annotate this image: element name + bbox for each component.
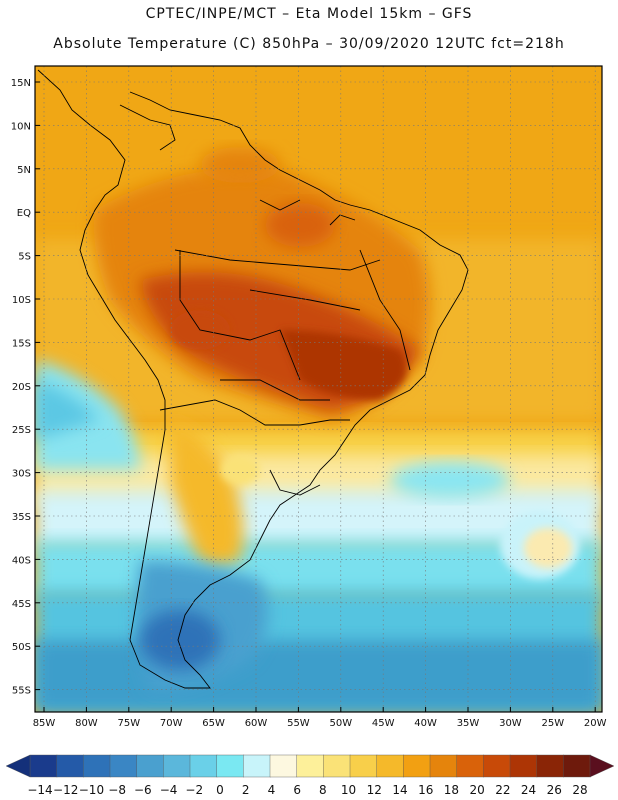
colorbar-label: 26: [547, 783, 562, 797]
lat-label: 35S: [12, 512, 31, 523]
lat-label: EQ: [17, 208, 31, 219]
colorbar-low-arrow: [5, 754, 31, 778]
colorbar-label: 12: [367, 783, 382, 797]
colorbar-label: −6: [134, 783, 152, 797]
lat-label: 15N: [11, 78, 31, 89]
lat-lon-grid: [35, 66, 602, 712]
colorbar-swatch: [536, 754, 565, 778]
lon-label: 65W: [202, 718, 225, 729]
lat-label: 50S: [12, 642, 31, 653]
colorbar-label: 20: [470, 783, 485, 797]
colorbar-swatch: [563, 754, 591, 778]
lon-label: 30W: [499, 718, 522, 729]
colorbar-swatch: [83, 754, 111, 778]
colorbar-swatch: [323, 754, 351, 778]
lon-label: 20W: [584, 718, 607, 729]
colorbar-label: 28: [572, 783, 587, 797]
colorbar-label: 16: [418, 783, 433, 797]
colorbar-label: −12: [53, 783, 78, 797]
lon-label: 25W: [541, 718, 564, 729]
lat-label: 5S: [18, 252, 31, 263]
colorbar-swatch: [429, 754, 458, 778]
lat-label: 25S: [12, 425, 31, 436]
colorbar-high-arrow: [589, 754, 615, 778]
lon-label: 50W: [329, 718, 352, 729]
colorbar-swatch: [403, 754, 431, 778]
lat-label: 5N: [17, 165, 31, 176]
colorbar-swatch: [376, 754, 405, 778]
temperature-field: [35, 66, 602, 712]
colorbar-label: 2: [242, 783, 250, 797]
colorbar-label: 22: [495, 783, 510, 797]
colorbar-label: 6: [293, 783, 301, 797]
colorbar-swatch: [163, 754, 191, 778]
colorbar-swatch: [509, 754, 538, 778]
colorbar-swatch: [136, 754, 165, 778]
colorbar: [5, 754, 615, 778]
colorbar-label: −10: [79, 783, 104, 797]
lon-label: 60W: [245, 718, 268, 729]
lat-label: 30S: [12, 469, 31, 480]
colorbar-label: 14: [392, 783, 407, 797]
lat-label: 10N: [11, 121, 31, 132]
chart-title: CPTEC/INPE/MCT – Eta Model 15km – GFS: [145, 6, 473, 22]
lat-label: 55S: [12, 686, 31, 697]
coastlines: [37, 69, 469, 689]
colorbar-label: −2: [185, 783, 203, 797]
lon-label: 80W: [75, 718, 98, 729]
lat-label: 45S: [12, 599, 31, 610]
colorbar-label: 0: [216, 783, 224, 797]
colorbar-swatch: [29, 754, 58, 778]
colorbar-label: −4: [160, 783, 178, 797]
chart-subtitle: Absolute Temperature (C) 850hPa – 30/09/…: [53, 36, 565, 52]
lon-label: 70W: [160, 718, 183, 729]
colorbar-labels: −14 −12 −10 −8 −6 −4 −2 0 2 4 6 8 10 12 14 16 18 20 22 24 26…: [27, 783, 587, 797]
lat-label: 15S: [12, 338, 31, 349]
colorbar-swatch: [56, 754, 85, 778]
colorbar-label: 10: [341, 783, 356, 797]
lon-label: 45W: [372, 718, 395, 729]
lat-label: 40S: [12, 555, 31, 566]
colorbar-swatch: [349, 754, 378, 778]
colorbar-label: 24: [521, 783, 536, 797]
colorbar-label: 18: [444, 783, 459, 797]
latitude-labels: 15N 10N 5N EQ 5S 10S 15S 20S 25S 30S 35S 40S 45S 50S 5…: [11, 78, 31, 697]
colorbar-label: 8: [319, 783, 327, 797]
colorbar-swatch: [216, 754, 245, 778]
colorbar-swatch: [269, 754, 298, 778]
colorbar-swatch: [189, 754, 218, 778]
longitude-labels: 85W 80W 75W 70W 65W 60W 55W 50W 45W 40W 35W 30W 25W 2…: [33, 718, 607, 729]
colorbar-swatch: [296, 754, 325, 778]
lon-label: 40W: [414, 718, 437, 729]
lat-label: 20S: [12, 382, 31, 393]
colorbar-label: 4: [268, 783, 276, 797]
colorbar-swatch: [456, 754, 485, 778]
lon-label: 75W: [117, 718, 140, 729]
colorbar-label: −8: [108, 783, 126, 797]
lon-label: 55W: [287, 718, 310, 729]
lon-label: 35W: [457, 718, 480, 729]
map-frame: [34, 65, 603, 713]
colorbar-swatch: [109, 754, 138, 778]
lon-label: 85W: [33, 718, 56, 729]
colorbar-swatch: [243, 754, 271, 778]
lat-label: 10S: [12, 295, 31, 306]
colorbar-swatch: [483, 754, 511, 778]
colorbar-label: −14: [27, 783, 52, 797]
